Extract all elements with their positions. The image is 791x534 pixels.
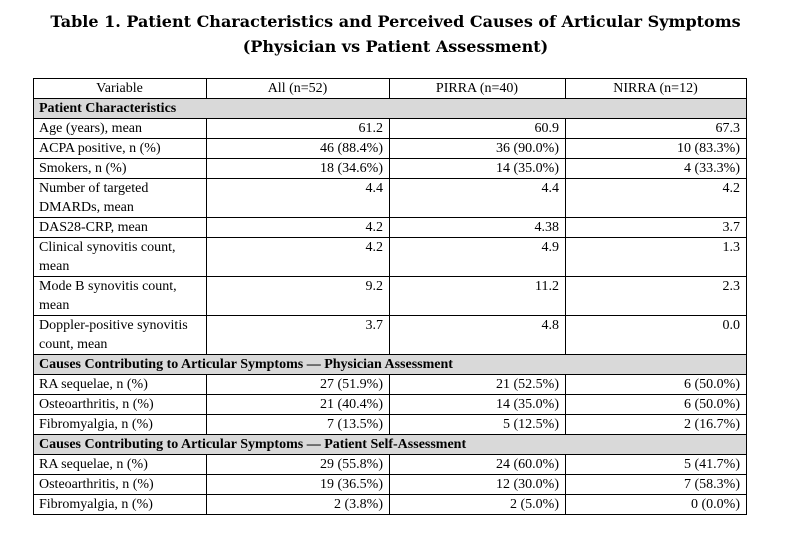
value-cell: 9.2 <box>206 276 390 316</box>
variable-cell: Number of targeted DMARDs, mean <box>33 178 207 218</box>
value-cell: 0 (0.0%) <box>565 494 747 515</box>
column-header: PIRRA (n=40) <box>389 78 566 99</box>
variable-cell: Osteoarthritis, n (%) <box>33 394 207 415</box>
value-cell: 61.2 <box>206 118 390 139</box>
variable-cell: Osteoarthritis, n (%) <box>33 474 207 495</box>
title-line: (Physician vs Patient Assessment) <box>242 37 549 56</box>
row: Mode B synovitis count, mean 9.2 11.2 2.3 <box>33 276 747 316</box>
value-cell: 29 (55.8%) <box>206 454 390 475</box>
row: Doppler-positive synovitis count, mean 3.… <box>33 315 747 355</box>
value-cell: 5 (12.5%) <box>389 414 566 435</box>
row: Fibromyalgia, n (%) 7 (13.5%) 5 (12.5%) 2 (… <box>33 414 747 435</box>
section-title: Patient Characteristics <box>33 98 747 119</box>
row: ACPA positive, n (%) 46 (88.4%) 36 (90.0%)… <box>33 138 747 159</box>
value-cell: 36 (90.0%) <box>389 138 566 159</box>
variable-cell: Doppler-positive synovitis count, mean <box>33 315 207 355</box>
title-line: Table 1. Patient Characteristics and Per… <box>50 12 741 31</box>
header-row: Variable All (n=52) PIRRA (n=40) NIRRA (n=1… <box>33 78 747 99</box>
row: Osteoarthritis, n (%) 21 (40.4%) 14 (35.0%… <box>33 394 747 415</box>
value-cell: 6 (50.0%) <box>565 374 747 395</box>
row: Number of targeted DMARDs, mean 4.4 4.4 4.2 <box>33 178 747 218</box>
value-cell: 4 (33.3%) <box>565 158 747 179</box>
variable-cell: Fibromyalgia, n (%) <box>33 414 207 435</box>
table-body: Variable All (n=52) PIRRA (n=40) NIRRA (n=1… <box>33 78 747 515</box>
value-cell: 3.7 <box>565 217 747 238</box>
value-cell: 21 (40.4%) <box>206 394 390 415</box>
value-cell: 4.4 <box>206 178 390 218</box>
variable-cell: Mode B synovitis count, mean <box>33 276 207 316</box>
section-row: Patient Characteristics <box>33 98 747 119</box>
value-cell: 7 (13.5%) <box>206 414 390 435</box>
variable-cell: DAS28-CRP, mean <box>33 217 207 238</box>
variable-cell: Clinical synovitis count, mean <box>33 237 207 277</box>
variable-cell: Smokers, n (%) <box>33 158 207 179</box>
row: RA sequelae, n (%) 27 (51.9%) 21 (52.5%) 6 … <box>33 374 747 395</box>
section-row: Causes Contributing to Articular Symptom… <box>33 434 747 455</box>
value-cell: 0.0 <box>565 315 747 355</box>
row: Osteoarthritis, n (%) 19 (36.5%) 12 (30.0%… <box>33 474 747 495</box>
value-cell: 10 (83.3%) <box>565 138 747 159</box>
variable-cell: Age (years), mean <box>33 118 207 139</box>
value-cell: 19 (36.5%) <box>206 474 390 495</box>
value-cell: 4.38 <box>389 217 566 238</box>
row: Age (years), mean 61.2 60.9 67.3 <box>33 118 747 139</box>
value-cell: 11.2 <box>389 276 566 316</box>
value-cell: 4.2 <box>206 237 390 277</box>
table: Variable All (n=52) PIRRA (n=40) NIRRA (n=1… <box>33 78 747 515</box>
value-cell: 14 (35.0%) <box>389 394 566 415</box>
value-cell: 21 (52.5%) <box>389 374 566 395</box>
row: Fibromyalgia, n (%) 2 (3.8%) 2 (5.0%) 0 (0.… <box>33 494 747 515</box>
value-cell: 6 (50.0%) <box>565 394 747 415</box>
value-cell: 1.3 <box>565 237 747 277</box>
section-title: Causes Contributing to Articular Symptom… <box>33 354 747 375</box>
value-cell: 2 (5.0%) <box>389 494 566 515</box>
value-cell: 24 (60.0%) <box>389 454 566 475</box>
column-header: Variable <box>33 78 207 99</box>
value-cell: 12 (30.0%) <box>389 474 566 495</box>
variable-cell: RA sequelae, n (%) <box>33 374 207 395</box>
section-title: Causes Contributing to Articular Symptom… <box>33 434 747 455</box>
value-cell: 60.9 <box>389 118 566 139</box>
section-row: Causes Contributing to Articular Symptom… <box>33 354 747 375</box>
row: Clinical synovitis count, mean 4.2 4.9 1.3 <box>33 237 747 277</box>
value-cell: 4.9 <box>389 237 566 277</box>
value-cell: 7 (58.3%) <box>565 474 747 495</box>
row: DAS28-CRP, mean 4.2 4.38 3.7 <box>33 217 747 238</box>
value-cell: 4.2 <box>565 178 747 218</box>
value-cell: 4.8 <box>389 315 566 355</box>
value-cell: 2 (16.7%) <box>565 414 747 435</box>
value-cell: 14 (35.0%) <box>389 158 566 179</box>
column-header: All (n=52) <box>206 78 390 99</box>
variable-cell: Fibromyalgia, n (%) <box>33 494 207 515</box>
row: RA sequelae, n (%) 29 (55.8%) 24 (60.0%) 5 … <box>33 454 747 475</box>
value-cell: 67.3 <box>565 118 747 139</box>
value-cell: 18 (34.6%) <box>206 158 390 179</box>
variable-cell: RA sequelae, n (%) <box>33 454 207 475</box>
value-cell: 46 (88.4%) <box>206 138 390 159</box>
value-cell: 4.4 <box>389 178 566 218</box>
value-cell: 2.3 <box>565 276 747 316</box>
value-cell: 5 (41.7%) <box>565 454 747 475</box>
value-cell: 4.2 <box>206 217 390 238</box>
row: Smokers, n (%) 18 (34.6%) 14 (35.0%) 4 (33.… <box>33 158 747 179</box>
value-cell: 2 (3.8%) <box>206 494 390 515</box>
value-cell: 27 (51.9%) <box>206 374 390 395</box>
variable-cell: ACPA positive, n (%) <box>33 138 207 159</box>
value-cell: 3.7 <box>206 315 390 355</box>
column-header: NIRRA (n=12) <box>565 78 747 99</box>
